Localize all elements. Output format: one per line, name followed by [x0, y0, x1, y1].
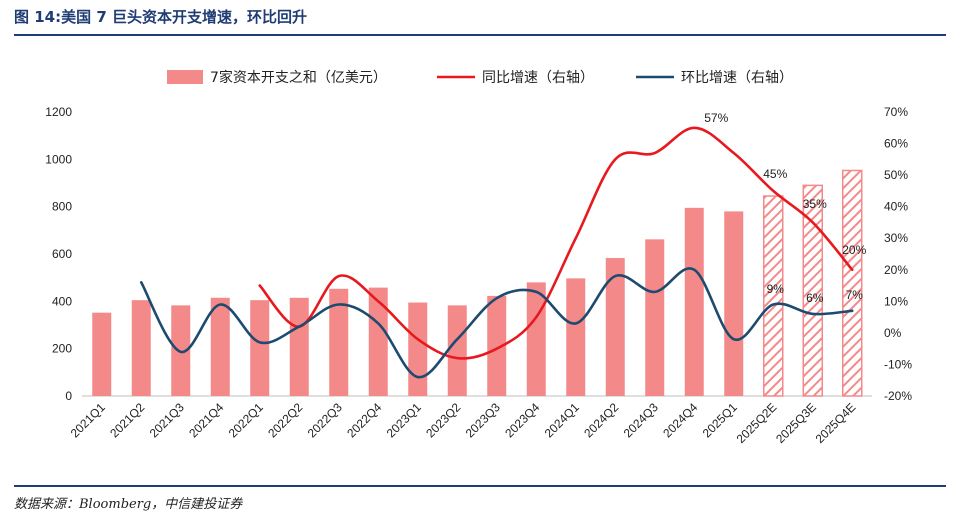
y-left-tick-label: 1000 — [45, 152, 72, 166]
data-label: 35% — [803, 197, 827, 211]
x-tick-label: 2021Q1 — [68, 400, 108, 440]
y-left-tick-label: 200 — [52, 342, 72, 356]
y-left-tick-label: 0 — [65, 389, 72, 403]
bar — [447, 305, 467, 396]
y-right-tick-label: -10% — [884, 357, 912, 371]
forecast-bar — [842, 169, 863, 397]
y-right-tick-label: 40% — [884, 200, 908, 214]
x-tick-label: 2022Q1 — [226, 400, 266, 440]
bar — [92, 312, 112, 396]
y-right-tick-label: 20% — [884, 263, 908, 277]
bar — [250, 300, 270, 396]
x-tick-label: 2023Q4 — [502, 400, 542, 440]
y-right-tick-label: 70% — [884, 105, 908, 119]
data-label: 57% — [704, 111, 728, 125]
x-tick-label: 2023Q2 — [423, 400, 463, 440]
data-labels: 57% 45% 35% 20% 9% 6% 7% — [704, 111, 866, 305]
x-tick-label: 2024Q4 — [660, 400, 700, 440]
bar — [605, 258, 625, 396]
bar — [684, 207, 704, 396]
y-left-tick-label: 400 — [52, 294, 72, 308]
y-right-tick-label: 30% — [884, 231, 908, 245]
data-label: 7% — [846, 288, 864, 302]
x-tick-label: 2021Q4 — [186, 400, 226, 440]
y-left-tick-label: 800 — [52, 200, 72, 214]
x-tick-label: 2023Q3 — [463, 400, 503, 440]
y-right-tick-label: 0% — [884, 326, 902, 340]
bar — [329, 288, 349, 396]
x-tick-label: 2025Q4E — [813, 400, 859, 446]
data-label: 6% — [806, 291, 824, 305]
footer-rule — [14, 485, 946, 487]
x-tick-label: 2021Q3 — [147, 400, 187, 440]
bar — [408, 302, 428, 396]
bar — [131, 300, 151, 396]
legend-label-qoq: 环比增速（右轴） — [681, 70, 793, 86]
legend-swatch-bar — [167, 70, 203, 84]
y-left-tick-label: 600 — [52, 247, 72, 261]
data-label: 9% — [767, 282, 785, 296]
bar — [487, 295, 507, 396]
title-rule — [14, 34, 946, 36]
bar — [724, 211, 744, 396]
legend-label-bar: 7家资本开支之和（亿美元） — [210, 69, 387, 86]
data-label: 20% — [842, 243, 866, 257]
bar — [368, 287, 388, 396]
x-tick-label: 2022Q3 — [305, 400, 345, 440]
bar — [210, 297, 230, 396]
x-tick-label: 2024Q1 — [542, 400, 582, 440]
legend-label-yoy: 同比增速（右轴） — [482, 70, 594, 86]
bar — [566, 278, 586, 396]
bar-series — [92, 169, 863, 397]
y-right-tick-label: 60% — [884, 137, 908, 151]
x-tick-label: 2022Q2 — [265, 400, 305, 440]
line-series — [139, 126, 854, 379]
bar — [289, 297, 309, 396]
legend: 7家资本开支之和（亿美元） 同比增速（右轴） 环比增速（右轴） — [167, 69, 793, 86]
x-tick-label: 2024Q3 — [621, 400, 661, 440]
y-right-tick-label: 10% — [884, 294, 908, 308]
x-tick-label: 2025Q2E — [734, 400, 780, 446]
x-tick-label: 2022Q4 — [344, 400, 384, 440]
data-label: 45% — [763, 167, 787, 181]
x-tick-label: 2021Q2 — [107, 400, 147, 440]
capex-chart: 7家资本开支之和（亿美元） 同比增速（右轴） 环比增速（右轴） 0 200 400 600… — [45, 69, 912, 446]
forecast-bar — [763, 195, 784, 397]
x-tick-label: 2025Q3E — [773, 400, 819, 446]
forecast-bar — [802, 184, 823, 397]
bar — [526, 282, 546, 396]
x-tick-label: 2023Q1 — [384, 400, 424, 440]
x-tick-label: 2024Q2 — [581, 400, 621, 440]
y-right-tick-label: -20% — [884, 389, 912, 403]
qoq-growth-line — [139, 267, 854, 379]
y-right-tick-label: 50% — [884, 168, 908, 182]
y-left-tick-label: 1200 — [45, 105, 72, 119]
chart-title: 图 14:美国 7 巨头资本开支增速，环比回升 — [14, 8, 307, 26]
source-note: 数据来源：Bloomberg，中信建投证券 — [14, 497, 243, 512]
bar — [645, 239, 665, 396]
yoy-growth-line — [258, 126, 854, 360]
